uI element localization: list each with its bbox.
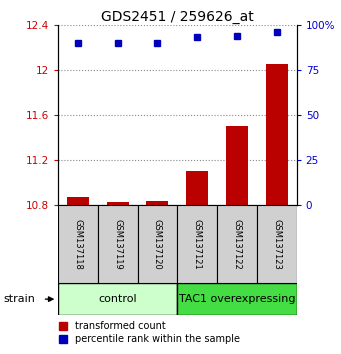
Bar xyxy=(186,171,208,205)
Bar xyxy=(177,205,217,283)
Bar xyxy=(137,205,177,283)
Text: GSM137123: GSM137123 xyxy=(272,219,281,270)
Bar xyxy=(107,202,129,205)
Bar xyxy=(147,201,168,205)
Text: GSM137120: GSM137120 xyxy=(153,219,162,270)
Text: control: control xyxy=(98,294,137,304)
Bar xyxy=(98,205,137,283)
Bar xyxy=(58,205,98,283)
Text: GSM137118: GSM137118 xyxy=(73,219,83,270)
Text: strain: strain xyxy=(3,294,35,304)
Bar xyxy=(226,126,248,205)
Text: GSM137122: GSM137122 xyxy=(233,219,241,270)
Legend: transformed count, percentile rank within the sample: transformed count, percentile rank withi… xyxy=(59,321,240,344)
Text: GSM137119: GSM137119 xyxy=(113,219,122,270)
Text: TAC1 overexpressing: TAC1 overexpressing xyxy=(179,294,295,304)
Title: GDS2451 / 259626_at: GDS2451 / 259626_at xyxy=(101,10,254,24)
Bar xyxy=(58,283,177,315)
Bar xyxy=(67,198,89,205)
Text: GSM137121: GSM137121 xyxy=(193,219,202,270)
Bar xyxy=(257,205,297,283)
Bar xyxy=(266,64,288,205)
Bar xyxy=(177,283,297,315)
Bar xyxy=(217,205,257,283)
